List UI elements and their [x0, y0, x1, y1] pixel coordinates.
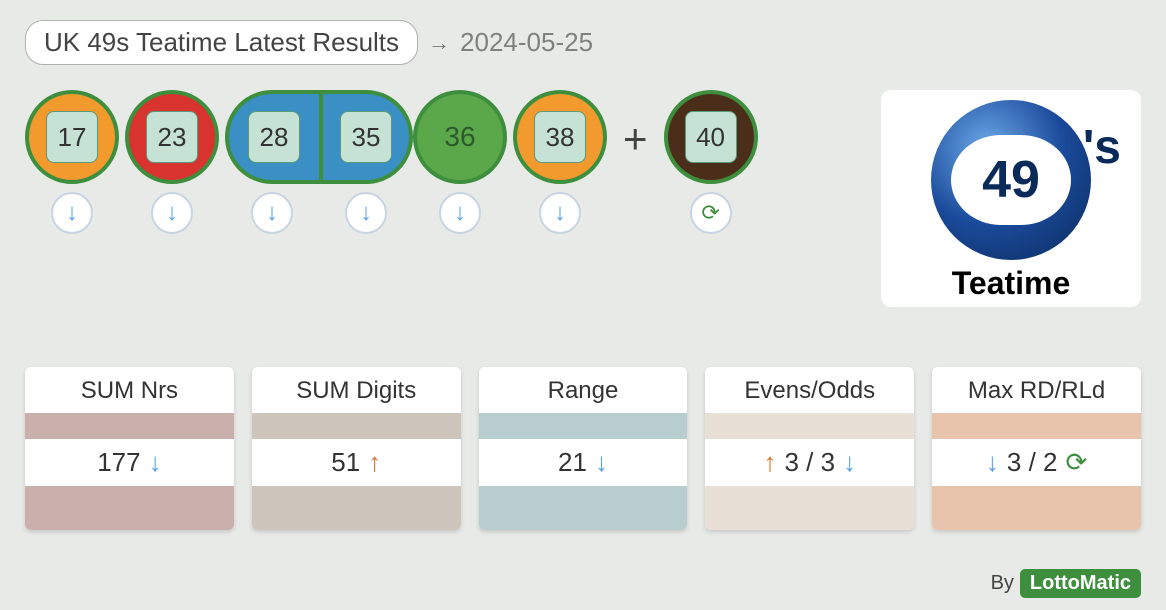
stat-value: 3 / 3: [784, 447, 835, 478]
stat-bar: [705, 413, 914, 439]
result-ball[interactable]: 23 ↓: [125, 90, 219, 234]
ball-number: 38: [534, 111, 586, 163]
stat-value: 51: [331, 447, 360, 478]
trend-down-icon[interactable]: ↓: [345, 192, 387, 234]
footer-brand-badge[interactable]: LottoMatic: [1020, 569, 1141, 598]
stat-bar: [252, 413, 461, 439]
trend-down-icon: ↓: [149, 447, 162, 478]
trend-down-icon[interactable]: ↓: [539, 192, 581, 234]
bonus-ball[interactable]: 40 ⟳: [664, 90, 758, 234]
trend-down-icon[interactable]: ↓: [151, 192, 193, 234]
logo-suffix: 's: [1083, 120, 1121, 175]
ball-number: 36: [434, 111, 486, 163]
logo-number: 49: [982, 150, 1040, 210]
stat-card[interactable]: SUM Nrs 177 ↓: [25, 367, 234, 530]
trend-repeat-icon[interactable]: ⟳: [690, 192, 732, 234]
header-row: UK 49s Teatime Latest Results → 2024-05-…: [25, 20, 1141, 65]
stat-value-row: ↓ 3 / 2⟳: [932, 439, 1141, 486]
ball-outer: 28: [225, 90, 319, 184]
result-ball[interactable]: 36 ↓: [413, 90, 507, 234]
trend-down-icon: ↓: [843, 447, 856, 478]
stat-value-row: 177 ↓: [25, 439, 234, 486]
stat-bar: [25, 413, 234, 439]
stat-card[interactable]: SUM Digits 51 ↑: [252, 367, 461, 530]
ball-number: 17: [46, 111, 98, 163]
logo-ball-icon: 49 's: [921, 100, 1101, 260]
title-pill[interactable]: UK 49s Teatime Latest Results: [25, 20, 418, 65]
stat-card[interactable]: Evens/Odds ↑ 3 / 3 ↓: [705, 367, 914, 530]
stat-title: Max RD/RLd: [932, 367, 1141, 413]
result-ball[interactable]: 17 ↓: [25, 90, 119, 234]
stat-value-row: 51 ↑: [252, 439, 461, 486]
ball-outer: 36: [413, 90, 507, 184]
ball-pair: 28 ↓ 35 ↓: [225, 90, 413, 234]
ball-outer: 23: [125, 90, 219, 184]
balls-section: 17 ↓ 23 ↓ 28 ↓ 35 ↓ 36 ↓ 38 ↓ +40 ⟳: [25, 90, 758, 234]
stats-row: SUM Nrs177↓SUM Digits51↑Range21↓Evens/Od…: [25, 367, 1141, 530]
stat-title: Range: [479, 367, 688, 413]
stat-bar: [479, 486, 688, 530]
stat-bar: [932, 413, 1141, 439]
stat-value-row: 21 ↓: [479, 439, 688, 486]
stat-bar: [252, 486, 461, 530]
stat-value: 177: [97, 447, 140, 478]
ball-outer: 17: [25, 90, 119, 184]
trend-down-icon[interactable]: ↓: [251, 192, 293, 234]
stat-card[interactable]: Max RD/RLd ↓ 3 / 2⟳: [932, 367, 1141, 530]
stat-value-row: ↑ 3 / 3 ↓: [705, 439, 914, 486]
stat-card[interactable]: Range 21 ↓: [479, 367, 688, 530]
trend-up-icon: ↑: [368, 447, 381, 478]
plus-icon: +: [613, 115, 658, 163]
stat-title: SUM Digits: [252, 367, 461, 413]
result-ball[interactable]: 28 ↓: [225, 90, 319, 234]
trend-repeat-icon: ⟳: [1065, 447, 1087, 478]
ball-number: 23: [146, 111, 198, 163]
footer: By LottoMatic: [991, 569, 1141, 598]
logo-caption: Teatime: [952, 265, 1071, 302]
ball-number: 35: [340, 111, 392, 163]
ball-number: 40: [685, 111, 737, 163]
arrow-right-icon: →: [428, 30, 450, 56]
trend-down-icon[interactable]: ↓: [51, 192, 93, 234]
trend-down-icon: ↓: [986, 447, 999, 478]
ball-outer: 40: [664, 90, 758, 184]
stat-title: SUM Nrs: [25, 367, 234, 413]
trend-down-icon: ↓: [595, 447, 608, 478]
ball-outer: 38: [513, 90, 607, 184]
stat-bar: [932, 486, 1141, 530]
stat-bar: [25, 486, 234, 530]
trend-up-icon: ↑: [763, 447, 776, 478]
result-date: 2024-05-25: [460, 27, 593, 58]
ball-number: 28: [248, 111, 300, 163]
stat-value: 3 / 2: [1007, 447, 1058, 478]
ball-outer: 35: [319, 90, 413, 184]
main-row: 17 ↓ 23 ↓ 28 ↓ 35 ↓ 36 ↓ 38 ↓ +40 ⟳ 49 's Teatime: [25, 90, 1141, 307]
trend-down-icon[interactable]: ↓: [439, 192, 481, 234]
stat-title: Evens/Odds: [705, 367, 914, 413]
stat-bar: [705, 486, 914, 530]
logo-box: 49 's Teatime: [881, 90, 1141, 307]
stat-bar: [479, 413, 688, 439]
result-ball[interactable]: 38 ↓: [513, 90, 607, 234]
stat-value: 21: [558, 447, 587, 478]
result-ball[interactable]: 35 ↓: [319, 90, 413, 234]
footer-by: By: [991, 572, 1014, 595]
